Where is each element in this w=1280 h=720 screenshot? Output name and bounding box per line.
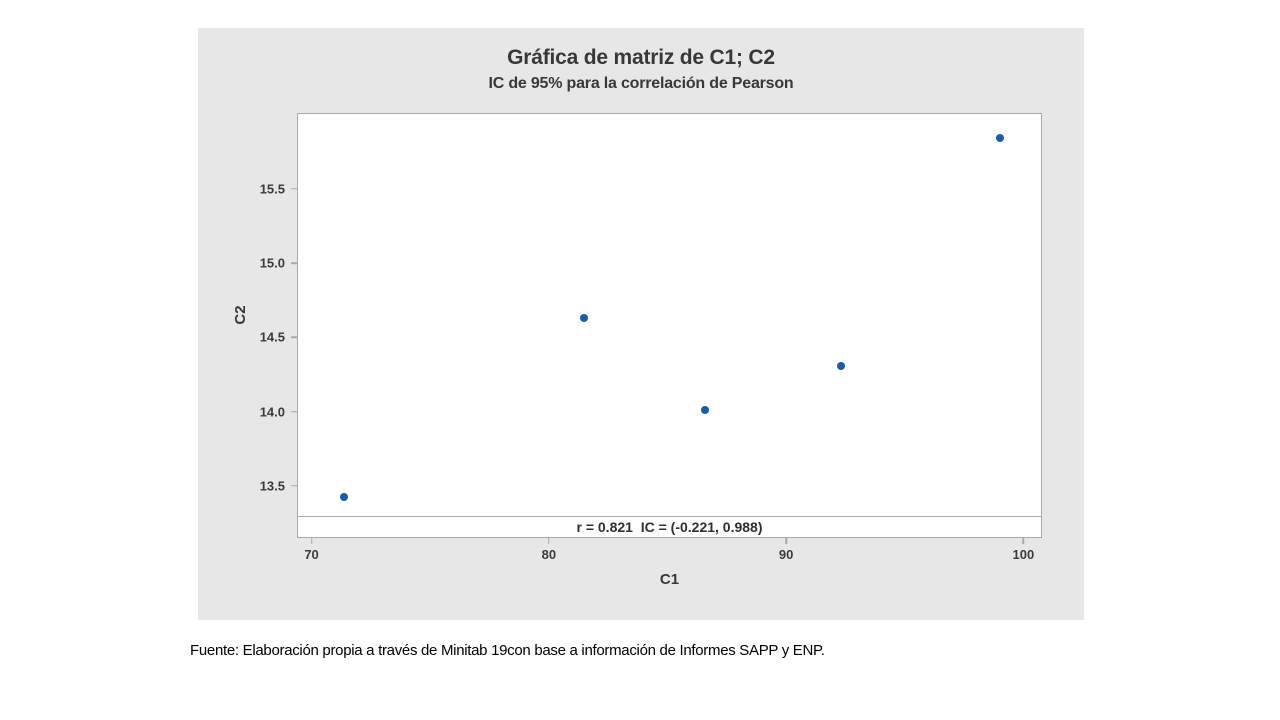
data-point bbox=[996, 133, 1005, 142]
chart-title: Gráfica de matriz de C1; C2 bbox=[507, 46, 775, 69]
plot-area: r = 0.821 IC = (-0.221, 0.988) bbox=[297, 113, 1042, 538]
x-tick-label: 100 bbox=[1012, 547, 1035, 562]
y-axis: 13.5 14.0 14.5 15.0 15.5 bbox=[198, 115, 297, 516]
x-tick-label: 70 bbox=[304, 547, 319, 562]
x-tick-mark bbox=[310, 538, 313, 544]
y-tick-label: 13.5 bbox=[259, 478, 285, 494]
x-tick-label: 90 bbox=[778, 547, 794, 562]
chart-subtitle: IC de 95% para la correlación de Pearson bbox=[488, 75, 794, 92]
source-caption: Fuente: Elaboración propia a través de M… bbox=[190, 642, 825, 659]
data-point bbox=[340, 492, 349, 501]
data-point bbox=[580, 313, 589, 322]
x-axis-label: C1 bbox=[659, 571, 680, 588]
x-axis: 70 80 90 100 bbox=[299, 538, 1041, 578]
y-tick-mark bbox=[291, 485, 297, 487]
y-tick-mark bbox=[291, 262, 297, 264]
scatter-region bbox=[298, 114, 1041, 516]
y-tick-label: 15.5 bbox=[259, 181, 285, 197]
correlation-stats: r = 0.821 IC = (-0.221, 0.988) bbox=[298, 516, 1041, 537]
y-tick-mark bbox=[291, 336, 297, 339]
y-tick-label: 14.5 bbox=[259, 329, 285, 345]
chart-panel: Gráfica de matriz de C1; C2 IC de 95% pa… bbox=[198, 28, 1084, 620]
y-tick-label: 15.0 bbox=[259, 255, 285, 271]
data-point bbox=[701, 406, 710, 415]
y-tick-mark bbox=[291, 410, 297, 413]
x-tick-mark bbox=[785, 538, 787, 544]
y-tick-mark bbox=[291, 188, 297, 190]
x-tick-mark bbox=[1022, 538, 1025, 544]
data-point bbox=[836, 361, 845, 370]
y-tick-label: 14.0 bbox=[259, 404, 285, 420]
x-tick-label: 80 bbox=[541, 547, 557, 562]
x-tick-mark bbox=[548, 538, 550, 544]
